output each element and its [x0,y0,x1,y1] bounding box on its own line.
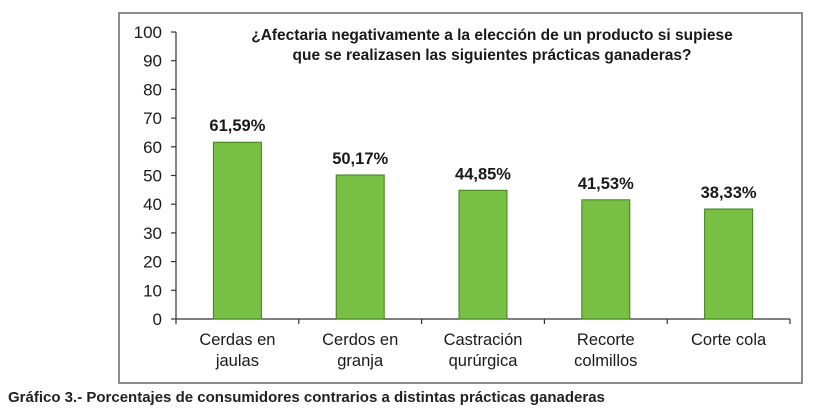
bar-data-label: 61,59% [209,117,265,135]
bar [581,199,631,320]
y-tick-label: 70 [143,109,162,128]
x-category-label: Cerdas en [199,331,275,349]
y-tick-label: 20 [143,253,162,272]
bar-data-label: 50,17% [332,150,388,168]
bar-data-label: 38,33% [701,184,757,202]
x-category-label: Castración [444,331,523,349]
bar [212,141,262,320]
y-tick-label: 50 [143,167,162,186]
x-category-label: Cerdos en [322,331,398,349]
chart-title-line: ¿Afectaria negativamente a la elección d… [251,27,733,44]
x-category-label: qurúrgica [449,352,519,370]
bar [458,189,508,320]
y-tick-label: 10 [143,281,162,300]
figure-caption: Gráfico 3.- Porcentajes de consumidores … [8,389,605,406]
bars: 61,59% 50,17% 44,85% 41,53% 38,33% [209,117,757,320]
x-category-label: Recorte [577,331,635,349]
bar [704,208,754,320]
bar-chart: ¿Afectaria negativamente a la elección d… [134,23,791,370]
x-category-label: granja [337,352,384,370]
bar-data-label: 41,53% [578,175,634,193]
y-tick-label: 80 [143,80,162,99]
x-category-label: Corte cola [691,331,767,349]
y-axis: 0 10 20 30 40 50 60 70 80 90 100 [134,23,177,329]
y-tick-label: 100 [134,23,162,42]
bar-data-label: 44,85% [455,165,511,183]
y-tick-label: 60 [143,138,162,157]
chart-title-line: que se realizasen las siguientes práctic… [293,47,692,64]
y-tick-label: 30 [143,224,162,243]
y-tick-label: 0 [153,310,162,329]
x-category-label: colmillos [574,352,637,370]
chart-title: ¿Afectaria negativamente a la elección d… [251,27,733,64]
y-tick-label: 40 [143,195,162,214]
bar [335,174,385,320]
y-tick-label: 90 [143,52,162,71]
x-axis: Cerdas en jaulas Cerdos en granja Castración… [175,318,791,370]
x-category-label: jaulas [215,352,259,370]
